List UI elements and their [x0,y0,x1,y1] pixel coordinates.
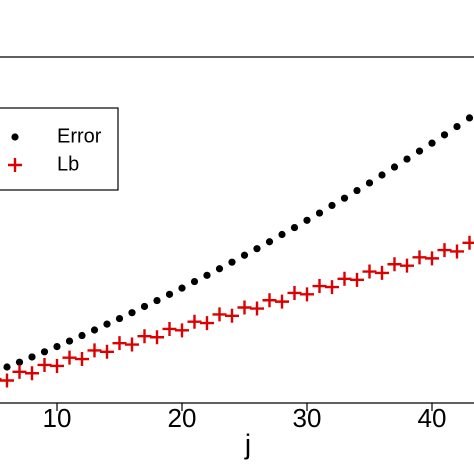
x-tick-label: 20 [168,403,197,433]
point [415,147,424,155]
legend: Error Lb [0,107,119,191]
point [62,350,77,365]
point [50,358,64,373]
point [453,122,461,131]
point [165,290,174,298]
point [325,280,339,295]
point [400,258,414,273]
point [462,235,474,250]
point [328,201,336,210]
x-tick-label: 30 [293,403,322,433]
point [190,277,199,286]
point [28,353,36,361]
point [403,155,411,163]
point [137,329,152,344]
legend-label: Lb [57,153,79,175]
point [362,264,377,279]
point [212,307,227,322]
plot-area [0,114,474,388]
x-tick-label: 40 [418,403,447,433]
point [437,243,452,258]
point [290,223,299,232]
point [0,377,2,381]
point [265,238,274,246]
point [228,258,236,266]
point [53,343,61,351]
point [150,330,164,345]
point [250,301,264,316]
point [237,300,252,315]
point [153,296,161,305]
point [12,364,27,379]
point [128,309,136,317]
point [450,244,464,259]
point [187,314,202,329]
point [312,279,327,294]
point [425,251,439,266]
point [78,331,86,340]
point [440,131,449,139]
point [0,373,14,388]
point [140,302,149,311]
point [175,323,189,338]
point [215,265,224,273]
point [390,163,399,171]
legend-box [0,107,119,191]
point [300,287,314,302]
point [278,230,286,239]
point [337,271,352,286]
point [3,363,11,371]
point [100,344,114,359]
point [275,294,289,309]
point [203,271,211,279]
point [25,366,39,381]
point [428,139,436,147]
point [340,194,349,202]
point [75,352,89,367]
point [103,320,111,328]
point [200,316,214,331]
point [87,343,102,358]
point [375,265,389,280]
point [387,257,402,272]
point [37,357,52,372]
x-axis-label: j [244,428,251,459]
point [365,179,374,187]
point [225,308,239,323]
legend-label: Error [57,125,102,147]
point [15,358,24,366]
point [125,337,139,352]
point [112,336,127,351]
point [412,250,427,265]
point [262,293,277,308]
point [378,171,386,179]
point [253,245,261,253]
point [240,251,249,259]
point [40,348,49,356]
point [65,337,74,345]
point [162,321,177,336]
point [115,314,124,323]
point [178,284,186,292]
legend-symbol [11,133,19,141]
x-tick-label: 10 [43,403,72,433]
point [287,285,302,300]
point [90,326,99,334]
legend-symbol [8,158,22,172]
point [350,272,364,287]
point [303,216,311,224]
point [465,114,474,122]
point [315,209,324,217]
point [353,186,361,195]
